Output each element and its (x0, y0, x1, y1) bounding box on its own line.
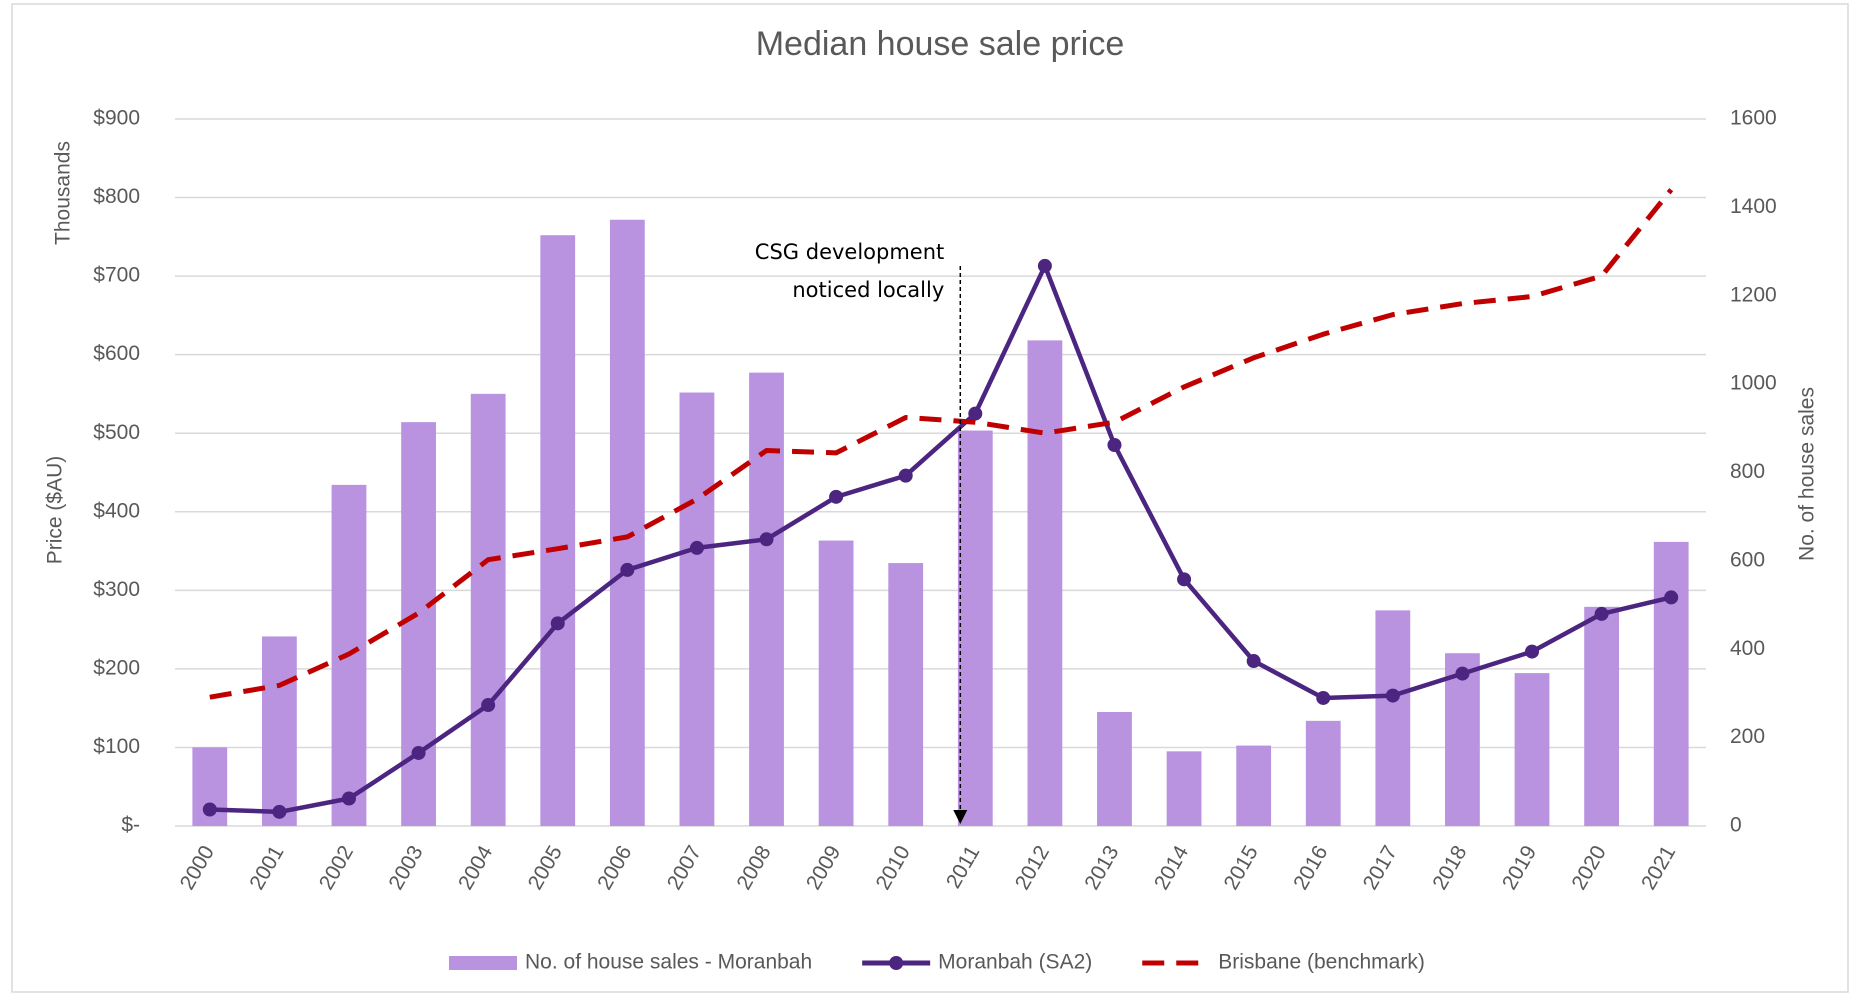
line (209, 263, 1672, 815)
bar (1584, 606, 1620, 826)
y-tick-label: $600 (93, 342, 140, 365)
legend-marker (889, 956, 904, 970)
bar (957, 430, 993, 826)
bar (1166, 751, 1202, 826)
point (759, 532, 774, 547)
y-tick-label: $- (121, 814, 140, 837)
bar (888, 563, 924, 826)
point (1177, 572, 1192, 587)
legend-label: Brisbane (benchmark) (1218, 951, 1425, 974)
point (968, 406, 983, 421)
bar (609, 219, 645, 826)
point (272, 804, 287, 819)
point (1455, 666, 1470, 681)
point (550, 616, 565, 631)
y2-tick-label: 1600 (1730, 107, 1777, 130)
y-tick-label: $300 (93, 578, 140, 601)
y-tick-label: $900 (93, 107, 140, 130)
bar (1097, 711, 1132, 826)
bar (749, 372, 784, 826)
chart-border (11, 3, 1849, 993)
point (898, 468, 913, 483)
bar (1305, 720, 1341, 826)
y2-tick-label: 1000 (1730, 372, 1777, 395)
y-tick-label: $800 (93, 185, 140, 208)
point (1385, 688, 1400, 703)
legend-label: Moranbah (SA2) (938, 951, 1092, 974)
bar (679, 392, 715, 826)
bar (1375, 610, 1411, 826)
point (202, 802, 217, 817)
point (829, 489, 844, 504)
point (689, 540, 704, 555)
point (1525, 644, 1540, 659)
chart-title: Median house sale price (756, 25, 1125, 63)
bar (1236, 745, 1272, 826)
point (1107, 438, 1122, 453)
point (481, 698, 496, 713)
y2-tick-label: 0 (1730, 814, 1742, 837)
bar (818, 540, 854, 826)
annotation-text: noticed locally (792, 278, 944, 302)
point (1316, 690, 1331, 705)
legend-item: Moranbah (SA2) (862, 951, 1092, 974)
y2-tick-label: 1200 (1730, 283, 1777, 306)
y2-tick-label: 1400 (1730, 195, 1777, 218)
bar (1514, 673, 1550, 826)
y-tick-label: $500 (93, 421, 140, 444)
point (411, 745, 426, 760)
y2-tick-label: 400 (1730, 637, 1765, 660)
line (209, 188, 1674, 700)
y2-tick-label: 200 (1730, 725, 1765, 748)
bar (1027, 340, 1063, 826)
point (341, 791, 356, 806)
legend-swatch (449, 956, 517, 970)
annotation-arrowhead (953, 810, 968, 824)
y-tick-label: $700 (93, 264, 140, 287)
bar (401, 422, 436, 826)
y-axis-label: Price ($AU) (44, 456, 67, 565)
point (1664, 590, 1679, 605)
legend-item: Brisbane (benchmark) (1142, 951, 1425, 974)
point (620, 562, 635, 577)
y-unit-label: Thousands (52, 141, 75, 245)
point (1037, 258, 1052, 273)
bar (1445, 653, 1480, 826)
y-tick-label: $200 (93, 656, 140, 679)
bar (540, 235, 576, 826)
bar (261, 636, 297, 826)
annotation-text: CSG development (755, 240, 944, 264)
y-tick-label: $100 (93, 735, 140, 758)
legend-item: No. of house sales - Moranbah (449, 951, 812, 974)
y-tick-label: $400 (93, 499, 140, 522)
legend-label: No. of house sales - Moranbah (525, 951, 812, 974)
point (1594, 606, 1609, 621)
point (1246, 654, 1261, 669)
y2-tick-label: 600 (1730, 548, 1765, 571)
y2-tick-label: 800 (1730, 460, 1765, 483)
y2-axis-label: No. of house sales (1796, 387, 1819, 561)
bar (1653, 541, 1689, 826)
bar (470, 393, 506, 826)
